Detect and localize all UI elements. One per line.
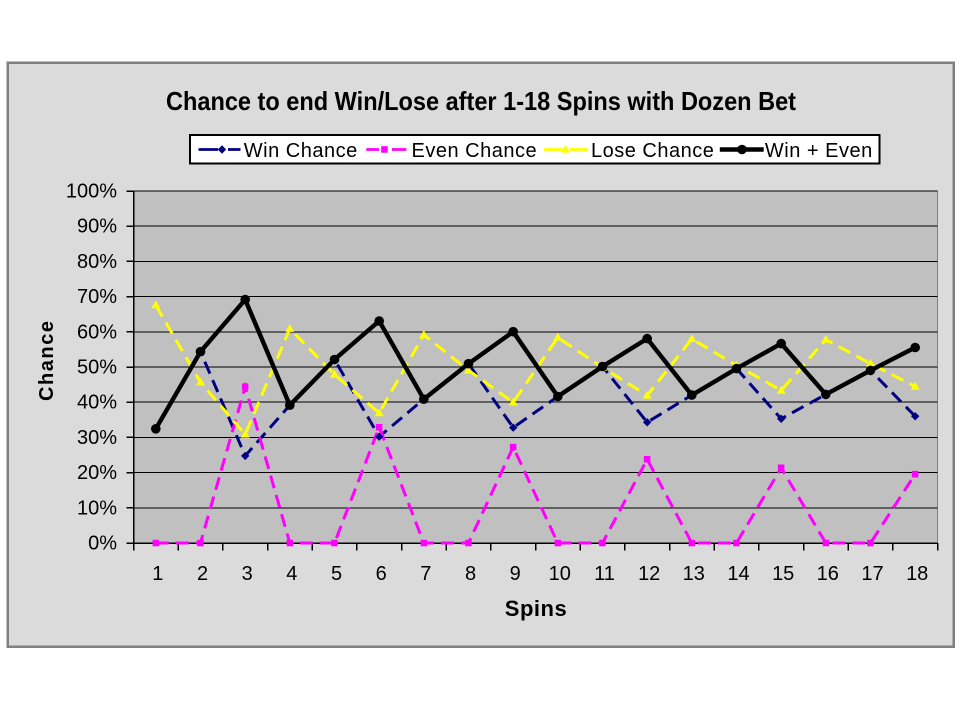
svg-text:15: 15 (772, 563, 794, 585)
svg-text:12: 12 (638, 563, 660, 585)
svg-text:Lose Chance: Lose Chance (591, 140, 714, 162)
svg-text:70%: 70% (77, 286, 117, 308)
svg-text:8: 8 (465, 563, 476, 585)
svg-text:Chance: Chance (36, 321, 58, 401)
svg-text:6: 6 (376, 563, 387, 585)
svg-text:1: 1 (152, 563, 163, 585)
svg-text:Win Chance: Win Chance (244, 140, 358, 162)
svg-text:2: 2 (197, 563, 208, 585)
svg-text:50%: 50% (77, 357, 117, 379)
svg-text:17: 17 (861, 563, 883, 585)
svg-text:13: 13 (683, 563, 705, 585)
svg-text:20%: 20% (77, 462, 117, 484)
svg-text:5: 5 (331, 563, 342, 585)
svg-text:30%: 30% (77, 427, 117, 449)
svg-text:7: 7 (420, 563, 431, 585)
svg-text:80%: 80% (77, 251, 117, 273)
svg-text:16: 16 (817, 563, 839, 585)
svg-text:60%: 60% (77, 321, 117, 343)
svg-text:40%: 40% (77, 392, 117, 414)
svg-text:Spins: Spins (505, 596, 567, 621)
svg-text:4: 4 (286, 563, 297, 585)
svg-text:11: 11 (594, 563, 615, 585)
svg-text:Win + Even: Win + Even (765, 140, 873, 162)
svg-text:Even Chance: Even Chance (412, 140, 538, 162)
svg-text:90%: 90% (77, 216, 117, 238)
svg-text:9: 9 (510, 563, 521, 585)
svg-text:10: 10 (549, 563, 571, 585)
svg-text:14: 14 (727, 563, 749, 585)
svg-text:0%: 0% (88, 533, 117, 555)
svg-text:3: 3 (242, 563, 253, 585)
svg-text:10%: 10% (77, 497, 117, 519)
svg-text:18: 18 (906, 563, 928, 585)
svg-text:Chance to end Win/Lose after 1: Chance to end Win/Lose after 1-18 Spins … (166, 86, 796, 116)
svg-text:100%: 100% (66, 181, 117, 203)
